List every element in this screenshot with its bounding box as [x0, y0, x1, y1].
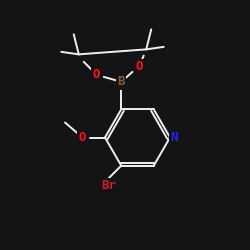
- Text: N: N: [170, 131, 177, 144]
- Text: O: O: [92, 68, 100, 81]
- Text: O: O: [135, 60, 142, 73]
- Text: O: O: [79, 131, 86, 144]
- Text: Br: Br: [101, 179, 116, 192]
- Text: B: B: [118, 75, 125, 88]
